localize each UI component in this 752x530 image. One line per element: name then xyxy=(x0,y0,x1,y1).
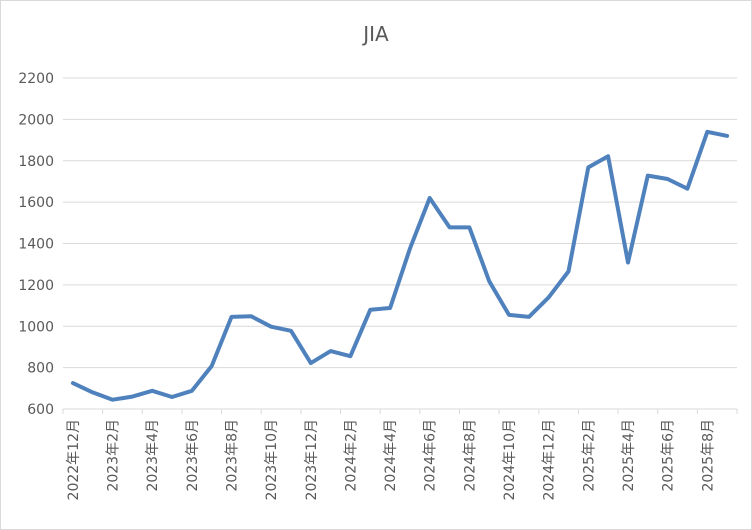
x-tick-label: 2024年8月 xyxy=(462,419,478,492)
x-tick-label: 2024年12月 xyxy=(542,419,558,500)
x-tick-label: 2023年10月 xyxy=(264,419,280,500)
x-tick-label: 2025年8月 xyxy=(700,419,716,492)
chart-title: JIA xyxy=(363,22,389,46)
y-tick-label: 1400 xyxy=(18,237,54,253)
y-tick-label: 1000 xyxy=(18,319,54,335)
x-tick-label: 2024年2月 xyxy=(343,419,359,492)
x-tick-label: 2023年12月 xyxy=(304,419,320,500)
y-tick-label: 1200 xyxy=(18,278,54,294)
x-tick-label: 2025年6月 xyxy=(661,419,677,492)
x-tick-label: 2024年4月 xyxy=(383,419,399,492)
x-tick-label: 2024年10月 xyxy=(502,419,518,500)
x-tick-label: 2024年6月 xyxy=(423,419,439,492)
x-tick-label: 2023年4月 xyxy=(145,419,161,492)
y-tick-label: 2000 xyxy=(18,112,54,128)
y-tick-label: 600 xyxy=(27,402,54,418)
series-line xyxy=(70,129,730,402)
x-tick-label: 2022年12月 xyxy=(66,419,82,500)
x-tick-label: 2023年2月 xyxy=(106,419,122,492)
y-tick-label: 800 xyxy=(27,361,54,377)
x-tick-label: 2023年8月 xyxy=(225,419,241,492)
x-tick-label: 2025年2月 xyxy=(581,419,597,492)
x-tick-label: 2023年6月 xyxy=(185,419,201,492)
y-tick-label: 2200 xyxy=(18,71,54,87)
y-tick-label: 1600 xyxy=(18,195,54,211)
y-tick-label: 1800 xyxy=(18,154,54,170)
x-tick-label: 2025年4月 xyxy=(621,419,637,492)
